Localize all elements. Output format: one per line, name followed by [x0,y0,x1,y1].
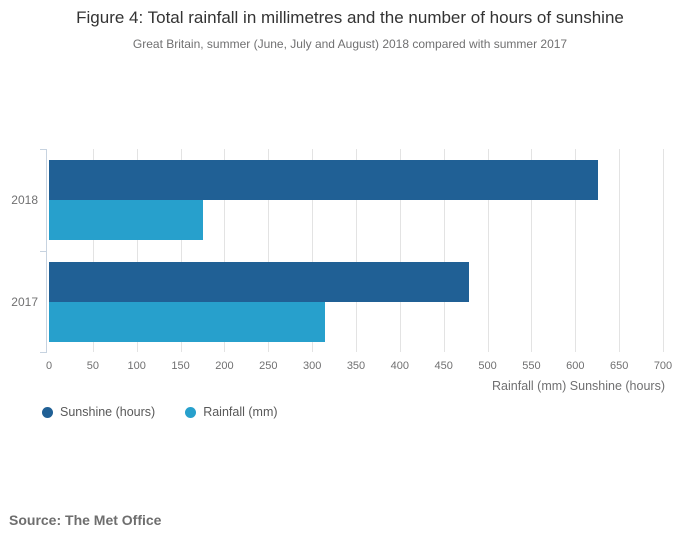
y-axis-tick [40,352,46,353]
x-tick-label: 700 [653,360,673,372]
x-tick-label: 150 [171,360,190,372]
gridline [92,149,94,352]
source-note: Source: The Met Office [9,512,162,528]
x-axis-title: Rainfall (mm) Sunshine (hours) [492,379,665,393]
y-axis-tick [40,251,46,252]
x-tick-label: 550 [522,360,541,372]
x-tick-label: 250 [259,360,278,372]
gridline [531,149,533,352]
chart-subtitle: Great Britain, summer (June, July and Au… [132,37,568,51]
legend-label: Sunshine (hours) [60,405,156,419]
gridline [224,149,226,352]
x-tick-label: 100 [127,360,146,372]
legend-dot-icon [42,406,53,418]
gridline [312,149,314,352]
gridline [619,149,621,352]
legend-item-rainfall-mm[interactable]: Rainfall (mm) [185,405,278,419]
gridline [180,149,182,352]
plot-area [40,149,664,353]
x-tick-label: 50 [86,360,99,372]
x-tick-label: 600 [566,360,585,372]
gridline [356,149,357,352]
legend: Sunshine (hours) Rainfall (mm) [42,405,278,419]
gridline [136,149,138,352]
bar-2018-sunshine-hours[interactable] [49,160,599,200]
y-axis-tick [40,149,46,150]
chart-title: Figure 4: Total rainfall in millimetres … [76,8,624,27]
x-tick-label: 350 [346,360,366,372]
x-tick-label: 500 [478,360,497,372]
gridline [268,149,270,352]
gridline [399,149,401,352]
y-axis-line [46,149,47,353]
x-tick-label: 200 [215,360,234,372]
bar-2018-rainfall-mm[interactable] [49,200,203,240]
y-category-label-2018: 2018 [11,193,38,207]
x-tick-label: 300 [302,360,322,372]
y-category-label-2017: 2017 [11,295,38,309]
gridline [443,149,445,352]
legend-label: Rainfall (mm) [203,405,278,419]
gridline [575,149,577,352]
x-tick-label: 0 [45,360,53,372]
x-tick-label: 400 [390,360,410,372]
legend-dot-icon [185,406,197,418]
x-tick-label: 650 [609,360,629,372]
bar-2017-sunshine-hours[interactable] [49,262,470,302]
bar-2017-rainfall-mm[interactable] [49,302,326,342]
gridline [487,149,489,352]
gridline [663,149,664,352]
legend-item-sunshine-hours[interactable]: Sunshine (hours) [42,405,155,419]
x-tick-label: 450 [434,360,453,372]
